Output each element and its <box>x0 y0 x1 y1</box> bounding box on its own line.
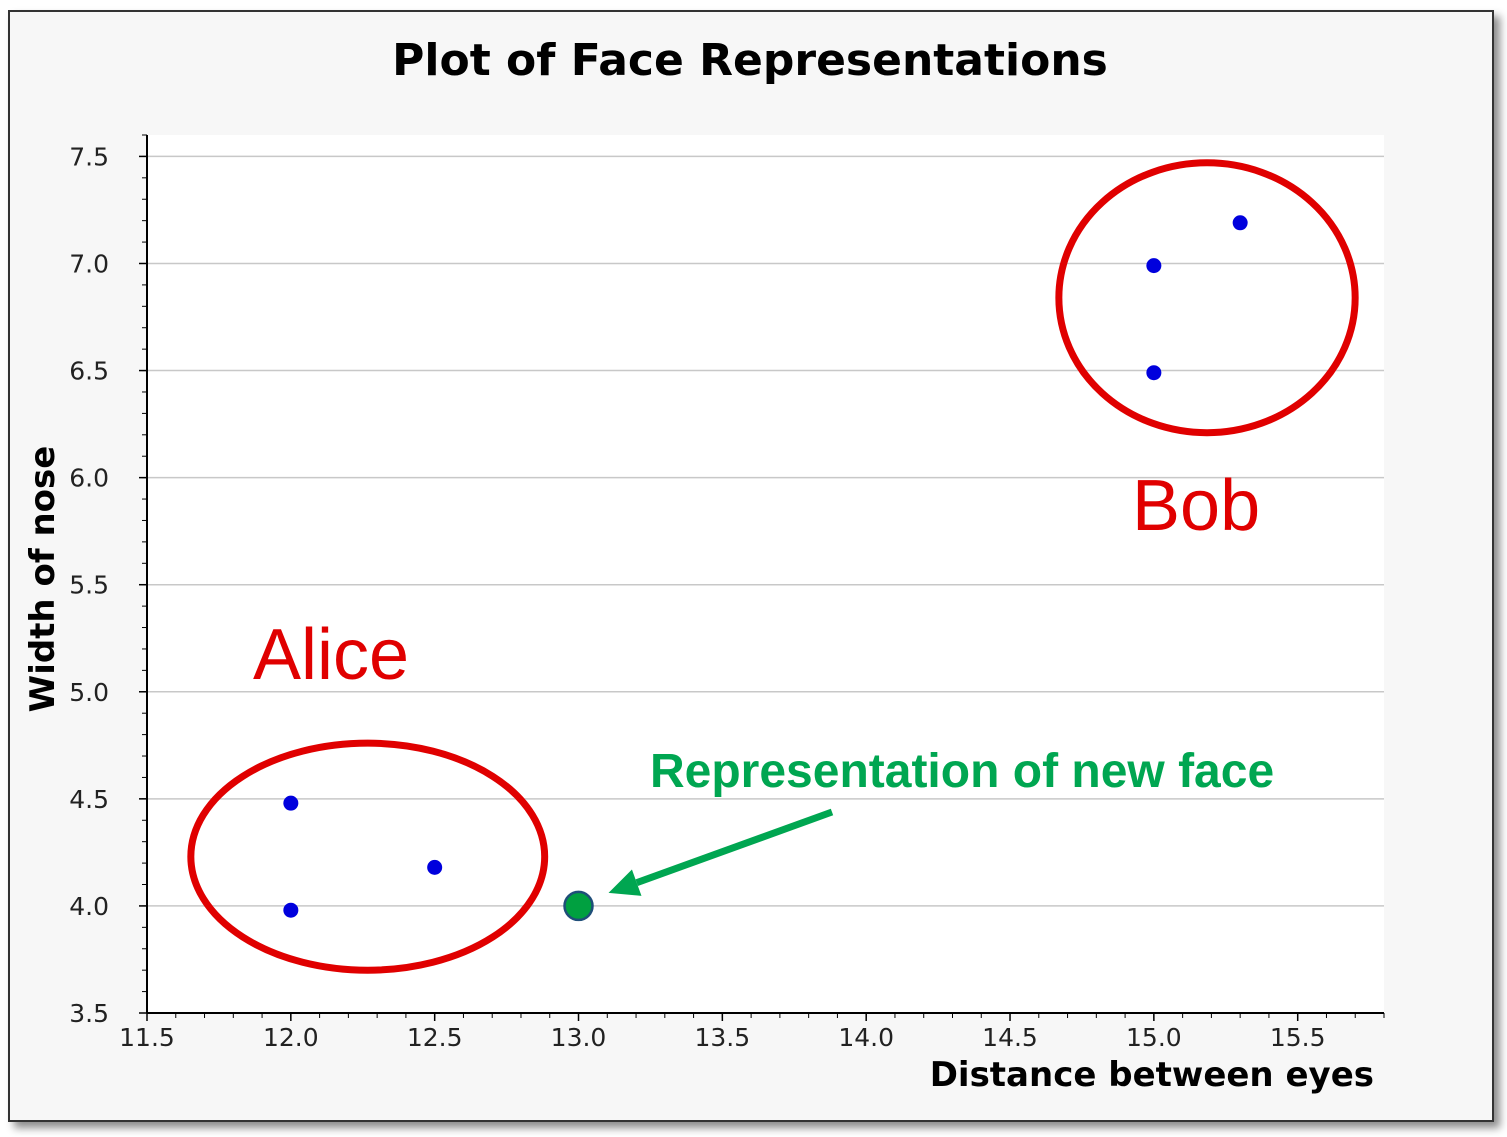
point-bob-1 <box>1146 258 1162 274</box>
x-axis-title: Distance between eyes <box>930 1055 1374 1095</box>
ytick-label-3.5: 3.5 <box>69 999 109 1028</box>
gridlines <box>147 155 1384 907</box>
xtick-label-12.5: 12.5 <box>407 1023 463 1052</box>
annotation-arrow-head <box>608 869 642 896</box>
ytick-label-6.0: 6.0 <box>69 464 109 493</box>
chart-frame: 3.5 4.0 4.5 5.0 5.5 6.0 6.5 7.0 7.5 11.5 12.0 12.5… <box>8 10 1494 1122</box>
cluster-outline-bob <box>1055 159 1359 437</box>
y-tick-labels: 3.5 4.0 4.5 5.0 5.5 6.0 6.5 7.0 7.5 <box>69 142 109 1028</box>
xtick-label-11.5: 11.5 <box>119 1023 175 1052</box>
xtick-label-15.0: 15.0 <box>1126 1023 1182 1052</box>
cluster-label-alice: Alice <box>253 615 409 695</box>
chart-title: Plot of Face Representations <box>392 35 1108 86</box>
ytick-label-5.5: 5.5 <box>69 571 109 600</box>
point-new-face <box>563 890 594 922</box>
ytick-label-7.0: 7.0 <box>69 249 109 278</box>
axes <box>146 135 1384 1014</box>
y-axis-title: Width of nose <box>23 446 63 713</box>
tick-marks <box>139 134 1385 1021</box>
point-bob-3 <box>1232 215 1248 231</box>
data-points <box>283 215 1248 922</box>
ytick-label-5.0: 5.0 <box>69 678 109 707</box>
cluster-outline-alice <box>187 739 549 974</box>
x-tick-labels: 11.5 12.0 12.5 13.0 13.5 14.0 14.5 15.0 15.5 <box>119 1023 1325 1052</box>
ytick-label-7.5: 7.5 <box>69 142 109 171</box>
annotation-arrow <box>608 808 834 896</box>
xtick-label-12.0: 12.0 <box>263 1023 319 1052</box>
xtick-label-14.0: 14.0 <box>838 1023 894 1052</box>
cluster-label-bob: Bob <box>1132 466 1260 546</box>
point-alice-1 <box>283 795 299 811</box>
annotation-arrow-shaft <box>635 808 834 887</box>
point-bob-2 <box>1146 365 1162 381</box>
xtick-label-15.5: 15.5 <box>1270 1023 1326 1052</box>
cluster-outlines <box>187 159 1359 974</box>
new-face-annotation: Representation of new face <box>650 745 1274 798</box>
ytick-label-4.5: 4.5 <box>69 785 109 814</box>
point-alice-3 <box>427 859 443 875</box>
plot-area <box>147 135 1384 1013</box>
ytick-label-6.5: 6.5 <box>69 357 109 386</box>
point-alice-2 <box>283 902 299 918</box>
ytick-label-4.0: 4.0 <box>69 892 109 921</box>
xtick-label-13.0: 13.0 <box>551 1023 607 1052</box>
xtick-label-13.5: 13.5 <box>695 1023 751 1052</box>
face-scatter-chart: 3.5 4.0 4.5 5.0 5.5 6.0 6.5 7.0 7.5 11.5 12.0 12.5… <box>23 35 1385 1095</box>
xtick-label-14.5: 14.5 <box>982 1023 1038 1052</box>
